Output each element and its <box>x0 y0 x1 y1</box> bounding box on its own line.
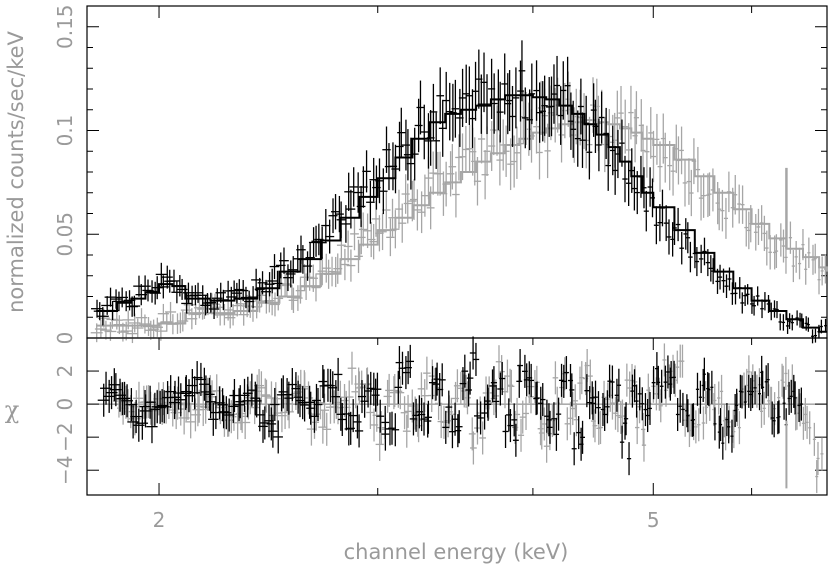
residual-y-tick-label: −4 <box>53 455 77 484</box>
axis-labels: normalized counts/sec/keV χ channel ener… <box>4 30 568 564</box>
residual-y-tick-label: 0 <box>53 398 77 411</box>
residual-plot-frame <box>86 337 828 496</box>
x-tick-label: 5 <box>647 508 660 532</box>
residual-y-tick-label: 2 <box>53 365 77 378</box>
spectrum-panel: 0 0.05 0.1 0.15 <box>53 4 828 345</box>
x-tick-label: 2 <box>153 508 166 532</box>
spectrum-y-tick-label: 0.1 <box>53 115 77 147</box>
residual-y-tick-label: −2 <box>53 422 77 451</box>
spectrum-y-tick-label: 0.05 <box>53 212 77 257</box>
spectrum-y-axis-label: normalized counts/sec/keV <box>4 30 28 312</box>
residual-y-axis-label: χ <box>5 396 20 424</box>
x-axis-label: channel energy (keV) <box>344 540 569 564</box>
spectrum-y-tick-label: 0.15 <box>53 4 77 49</box>
spectrum-y-tick-label: 0 <box>53 332 77 345</box>
residual-panel: −4 −2 0 2 2 5 <box>53 336 828 532</box>
